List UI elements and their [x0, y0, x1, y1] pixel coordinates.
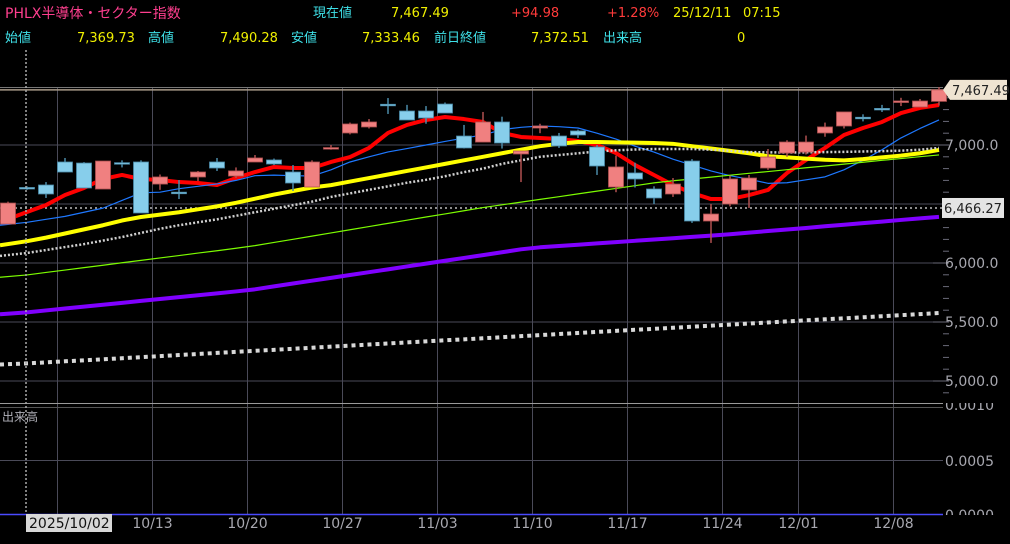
- low-value: 7,333.46: [362, 31, 420, 46]
- price-axis-label: 5,000.0: [945, 374, 998, 390]
- candle-body: [798, 141, 814, 153]
- current-label: 現在値: [313, 6, 353, 21]
- candle-body: [874, 108, 890, 111]
- price-axis-label: 6,000.0: [945, 256, 998, 272]
- reference-label-box: [942, 197, 1004, 218]
- candle-body: [741, 177, 757, 191]
- high-value: 7,490.28: [220, 31, 278, 46]
- candle-body: [855, 116, 871, 120]
- candle-body: [323, 147, 339, 150]
- candle-body: [684, 160, 700, 222]
- cursor-date-label: 2025/10/02: [29, 516, 110, 532]
- date-axis-label: 10/13: [132, 516, 172, 532]
- price-axis-label: 7,000.0: [945, 138, 998, 154]
- candle-body: [570, 130, 586, 136]
- candle-body: [19, 187, 35, 190]
- candle-body: [57, 161, 73, 173]
- candle-body: [171, 191, 187, 195]
- date-axis-label: 11/17: [607, 516, 647, 532]
- prev-close-value: 7,372.51: [531, 31, 589, 46]
- date-axis-label: 10/27: [322, 516, 362, 532]
- candle-body: [475, 121, 491, 143]
- reference-label: 6,466.27: [944, 202, 1002, 217]
- candle-body: [722, 178, 738, 205]
- moving-average-line: [0, 311, 940, 367]
- candle-body: [228, 170, 244, 177]
- candle-body: [380, 103, 396, 107]
- cursor-date-box: [26, 514, 112, 532]
- candle-body: [665, 183, 681, 195]
- candle-body: [608, 166, 624, 188]
- date-axis-label: 11/24: [702, 516, 742, 532]
- candle-body: [779, 141, 795, 154]
- moving-average-line: [0, 214, 940, 317]
- candle-body: [342, 123, 358, 134]
- candle-body: [437, 103, 453, 114]
- date-axis-label: 11/03: [417, 516, 457, 532]
- candle-body: [152, 176, 168, 185]
- candle-body: [456, 135, 472, 149]
- date-axis-label: 11/10: [512, 516, 552, 532]
- candle-body: [266, 159, 282, 165]
- axis-mask: [943, 515, 1010, 544]
- volume-label: 出来高: [603, 31, 643, 46]
- candle-body: [912, 100, 928, 108]
- candle-body: [95, 160, 111, 190]
- candle-body: [760, 156, 776, 169]
- candle-body: [513, 150, 529, 155]
- candle-body: [209, 161, 225, 169]
- quote-date: 25/12/11: [673, 6, 732, 21]
- low-label: 安値: [291, 31, 318, 46]
- volume-axis-label: 0.0005: [945, 454, 994, 470]
- change-percent: +1.28%: [607, 6, 660, 21]
- moving-average-line: [0, 140, 940, 248]
- candle-body: [532, 125, 548, 129]
- candle-body: [38, 184, 54, 195]
- open-value: 7,369.73: [77, 31, 135, 46]
- change-value: +94.98: [511, 6, 560, 21]
- candle-body: [133, 161, 149, 214]
- candle-body: [703, 213, 719, 222]
- candle-body: [247, 157, 263, 163]
- volume-panel-title: 出来高: [2, 409, 38, 424]
- candle-body: [418, 110, 434, 119]
- axis-mask: [943, 395, 1010, 403]
- candle-body: [361, 121, 377, 128]
- date-axis-label: 12/01: [778, 516, 818, 532]
- date-axis-label: 12/08: [873, 516, 913, 532]
- candle-body: [817, 126, 833, 134]
- high-label: 高値: [148, 31, 175, 46]
- instrument-title: PHLX半導体・セクター指数: [5, 6, 181, 22]
- candle-body: [589, 146, 605, 167]
- candle-body: [114, 162, 130, 165]
- prev-close-label: 前日終値: [434, 31, 487, 46]
- volume-value: 0: [737, 31, 746, 46]
- candle-body: [399, 110, 415, 121]
- candle-body: [285, 171, 301, 184]
- candle-body: [646, 188, 662, 199]
- current-price-label: 7,467.49: [952, 84, 1010, 99]
- price-axis-label: 5,500.0: [945, 315, 998, 331]
- candle-body: [190, 171, 206, 178]
- current-price-label-box: [943, 79, 1007, 100]
- quote-time: 07:15: [743, 6, 781, 21]
- current-value: 7,467.49: [391, 6, 449, 21]
- candle-body: [836, 111, 852, 127]
- candle-body: [893, 100, 909, 103]
- open-label: 始値: [5, 31, 32, 46]
- moving-average-line: [0, 154, 940, 278]
- candle-body: [304, 161, 320, 188]
- candle-body: [494, 121, 510, 144]
- date-axis-label: 10/20: [227, 516, 267, 532]
- candle-body: [0, 202, 16, 225]
- candle-body: [551, 135, 567, 147]
- moving-average-line: [0, 119, 940, 226]
- candle-body: [627, 172, 643, 180]
- candle-body: [76, 162, 92, 189]
- candle-body: [931, 89, 947, 102]
